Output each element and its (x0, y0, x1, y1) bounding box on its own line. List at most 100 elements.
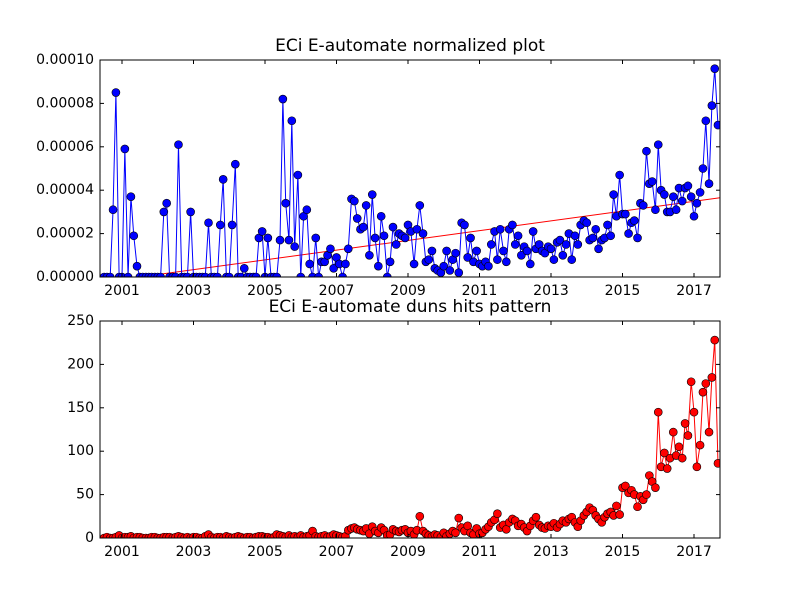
axes-frame (99, 320, 721, 539)
x-tick-label: 2013 (533, 544, 569, 560)
data-point (311, 233, 321, 243)
data-point (713, 459, 720, 468)
data-point (367, 190, 377, 199)
data-point (561, 240, 571, 249)
x-tick-label: 2001 (104, 544, 140, 560)
y-tick-label: 100 (67, 443, 94, 459)
data-point (588, 233, 598, 243)
data-point (638, 201, 648, 210)
plot-area (100, 64, 720, 277)
data-point (126, 192, 136, 202)
data-point (204, 218, 213, 228)
data-point (707, 101, 717, 110)
y-tick-label: 0 (85, 530, 94, 546)
x-tick-label: 2011 (462, 283, 498, 299)
data-point (570, 231, 580, 241)
data-point (216, 220, 225, 230)
data-point (510, 240, 520, 249)
data-point (621, 481, 630, 491)
data-point (415, 201, 425, 210)
data-point (162, 198, 171, 208)
data-point (710, 64, 720, 73)
data-point (558, 251, 568, 260)
x-tick-label: 2011 (462, 544, 498, 560)
data-point (531, 512, 541, 522)
data-point (710, 335, 720, 345)
data-point (385, 257, 395, 267)
data-point (609, 190, 618, 199)
data-point (272, 272, 282, 277)
data-point (278, 94, 288, 104)
data-point (692, 198, 702, 208)
data-point (439, 261, 449, 271)
data-point (508, 220, 517, 230)
data-point (156, 272, 165, 277)
x-tick-label: 2015 (605, 283, 641, 299)
data-point (352, 214, 362, 223)
axes-frame (99, 59, 721, 278)
data-point (343, 244, 353, 254)
y-tick-label: 150 (67, 400, 94, 416)
data-point (528, 227, 538, 236)
data-point (159, 207, 169, 217)
data-point (499, 246, 508, 256)
data-point (567, 255, 577, 264)
data-point (671, 205, 681, 215)
data-point (615, 510, 624, 519)
data-point (281, 198, 291, 208)
data-point (454, 513, 464, 523)
data-point (603, 220, 612, 230)
data-point (186, 207, 195, 217)
data-point (388, 222, 398, 232)
y-tick-label: 0.00008 (36, 95, 94, 111)
x-tick-label: 2015 (605, 544, 641, 560)
data-point (689, 211, 699, 221)
data-point (111, 88, 121, 97)
data-point (442, 246, 451, 256)
data-point (495, 224, 505, 234)
data-point (680, 419, 690, 428)
x-tick-label: 2007 (319, 544, 355, 560)
data-point (257, 227, 267, 236)
data-point (668, 192, 678, 202)
data-point (660, 190, 669, 199)
y-tick-label: 0.00000 (36, 269, 94, 285)
data-point (224, 272, 234, 277)
y-tick-label: 0.00010 (36, 52, 94, 68)
data-point (573, 240, 583, 249)
data-point (275, 235, 285, 245)
data-point (502, 257, 511, 267)
data-point (305, 259, 314, 269)
data-point (341, 259, 350, 269)
data-point (463, 253, 473, 262)
data-point (338, 272, 347, 277)
x-tick-label: 2009 (390, 544, 426, 560)
data-point (517, 251, 526, 260)
y-tick-label: 0.00006 (36, 139, 94, 155)
data-point (707, 373, 717, 382)
data-point (677, 453, 687, 463)
data-point (290, 242, 299, 251)
data-point (108, 205, 118, 215)
x-tick-label: 2009 (390, 283, 426, 299)
data-point (239, 264, 249, 273)
y-tick-label: 0.00004 (36, 182, 94, 198)
data-point (484, 261, 493, 271)
data-point (713, 120, 720, 130)
x-tick-label: 2001 (104, 283, 140, 299)
data-point (326, 244, 335, 254)
data-point (704, 427, 714, 437)
chart-title: ECi E-automate normalized plot (275, 36, 545, 56)
x-tick-label: 2007 (319, 283, 355, 299)
data-point (701, 116, 711, 126)
data-point (361, 201, 371, 210)
data-point (370, 233, 380, 243)
data-point (350, 196, 359, 206)
x-tick-label: 2013 (533, 283, 569, 299)
data-point (651, 483, 660, 492)
y-tick-label: 250 (67, 313, 94, 329)
data-point (359, 222, 368, 232)
data-point (555, 235, 565, 245)
data-point (615, 170, 624, 180)
